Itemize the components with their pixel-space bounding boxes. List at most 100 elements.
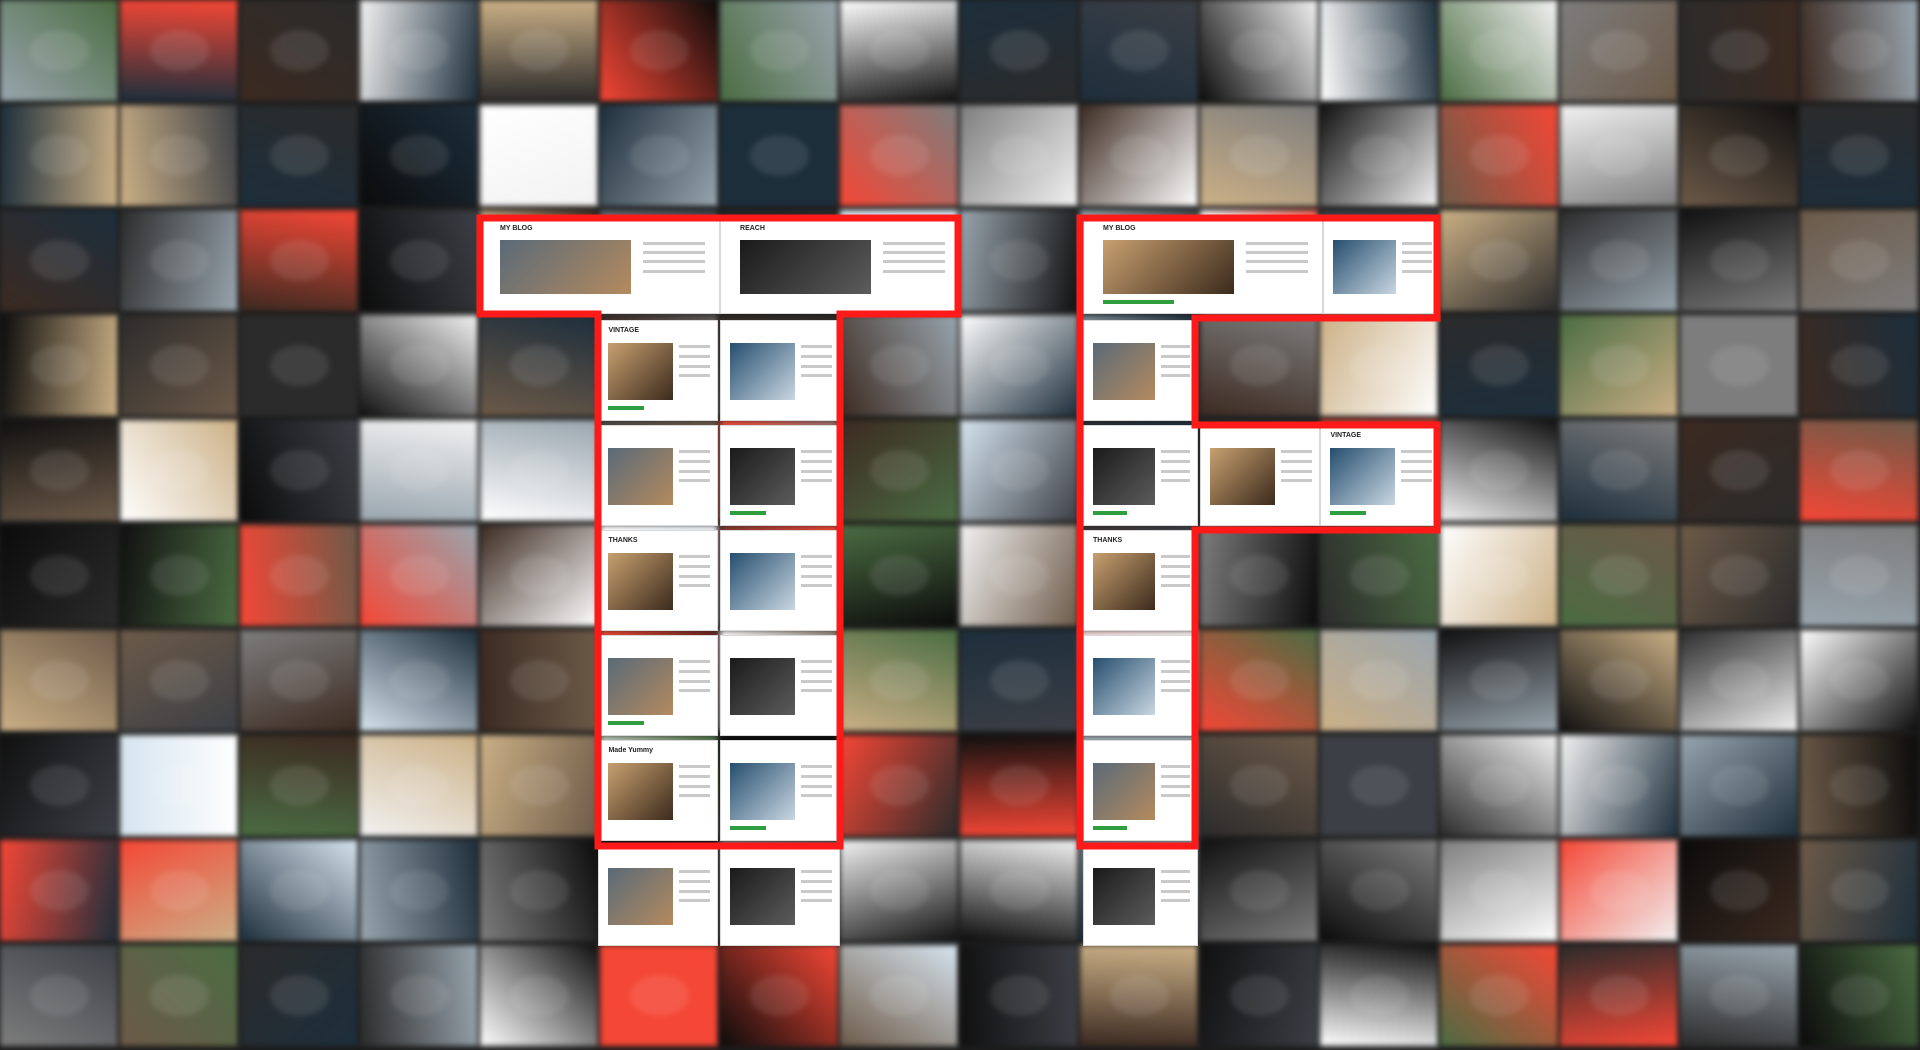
text-line — [801, 899, 832, 903]
blurred-thumbnail — [480, 735, 598, 836]
text-line — [801, 564, 832, 568]
blurred-thumbnail — [1440, 105, 1558, 206]
blurred-thumbnail — [1320, 315, 1438, 416]
photo-placeholder — [608, 342, 674, 401]
text-line — [801, 469, 832, 473]
text-line — [1160, 679, 1191, 683]
blurred-thumbnail — [840, 0, 958, 101]
blurred-thumbnail — [360, 630, 478, 731]
blurred-thumbnail — [1440, 420, 1558, 521]
blurred-thumbnail — [1560, 105, 1678, 206]
text-line — [1245, 260, 1308, 264]
text-line — [642, 241, 705, 245]
blurred-thumbnail — [360, 315, 478, 416]
blurred-thumbnail — [840, 315, 958, 416]
blurred-thumbnail — [1560, 945, 1678, 1046]
blurred-thumbnail — [240, 105, 358, 206]
text-line — [679, 479, 710, 483]
text-line — [679, 689, 710, 693]
text-line — [1160, 344, 1191, 348]
green-accent-bar — [1093, 826, 1127, 831]
blurred-thumbnail — [1800, 630, 1918, 731]
blurred-thumbnail — [1800, 105, 1918, 206]
blurred-thumbnail — [480, 630, 598, 731]
tile-title: THANKS — [1093, 536, 1123, 544]
blurred-thumbnail — [480, 945, 598, 1046]
photo-placeholder — [608, 762, 674, 821]
blurred-thumbnail — [840, 945, 958, 1046]
blurred-thumbnail — [0, 735, 118, 836]
screenshot-thumbnail: MY BLOG — [1083, 218, 1323, 314]
screenshot-thumbnail — [1083, 320, 1198, 421]
text-line — [801, 659, 832, 663]
blurred-thumbnail — [960, 0, 1078, 101]
text-line — [1401, 459, 1432, 463]
blurred-thumbnail — [1080, 105, 1198, 206]
blurred-thumbnail — [1080, 0, 1198, 101]
text-line — [801, 554, 832, 558]
screenshot-thumbnail — [1200, 425, 1320, 526]
text-line — [801, 784, 832, 788]
photo-placeholder — [1210, 447, 1276, 506]
screenshot-thumbnail — [1083, 740, 1198, 841]
blurred-thumbnail — [1440, 630, 1558, 731]
blurred-thumbnail — [1200, 945, 1318, 1046]
blurred-thumbnail — [360, 0, 478, 101]
text-line — [1160, 364, 1191, 368]
text-line — [801, 354, 832, 358]
blurred-thumbnail — [1800, 525, 1918, 626]
blurred-thumbnail — [360, 420, 478, 521]
blurred-thumbnail — [1560, 315, 1678, 416]
blurred-thumbnail — [1200, 315, 1318, 416]
screenshot-thumbnail — [598, 425, 718, 526]
text-line — [642, 269, 705, 273]
blurred-thumbnail — [1080, 945, 1198, 1046]
blurred-thumbnail — [1440, 735, 1558, 836]
green-accent-bar — [608, 406, 644, 411]
text-line — [679, 354, 710, 358]
text-line — [801, 374, 832, 378]
text-line — [1160, 469, 1191, 473]
blurred-thumbnail — [1440, 315, 1558, 416]
tile-title: Made Yummy — [608, 746, 654, 754]
blurred-thumbnail — [240, 945, 358, 1046]
text-line — [801, 669, 832, 673]
text-line — [679, 679, 710, 683]
photo-placeholder — [608, 657, 674, 716]
text-line — [1160, 869, 1191, 873]
blurred-thumbnail — [0, 315, 118, 416]
text-line — [801, 364, 832, 368]
blurred-thumbnail — [1200, 0, 1318, 101]
blurred-thumbnail — [1800, 420, 1918, 521]
text-line — [1402, 250, 1433, 254]
blurred-thumbnail — [120, 105, 238, 206]
text-line — [1160, 459, 1191, 463]
text-line — [801, 794, 832, 798]
text-line — [882, 269, 945, 273]
photo-placeholder — [500, 239, 631, 295]
screenshot-thumbnail: Made Yummy — [598, 740, 718, 841]
screenshot-thumbnail: MY BLOG — [480, 218, 720, 314]
blurred-thumbnail — [1200, 840, 1318, 941]
tile-title: REACH — [740, 224, 765, 232]
photo-placeholder — [1330, 447, 1396, 506]
blurred-thumbnail — [360, 840, 478, 941]
text-line — [1160, 354, 1191, 358]
text-line — [679, 469, 710, 473]
blurred-thumbnail — [1200, 525, 1318, 626]
text-line — [679, 574, 710, 578]
blurred-thumbnail — [720, 105, 838, 206]
screenshot-thumbnail — [720, 845, 840, 946]
blurred-thumbnail — [120, 0, 238, 101]
photo-placeholder — [730, 552, 796, 611]
blurred-thumbnail — [120, 630, 238, 731]
blurred-thumbnail — [0, 840, 118, 941]
text-line — [1402, 260, 1433, 264]
tile-title: MY BLOG — [1103, 224, 1136, 232]
blurred-thumbnail — [1440, 525, 1558, 626]
text-line — [679, 449, 710, 453]
text-line — [679, 774, 710, 778]
blurred-thumbnail — [120, 840, 238, 941]
green-accent-bar — [730, 511, 766, 516]
green-accent-bar — [608, 721, 644, 726]
